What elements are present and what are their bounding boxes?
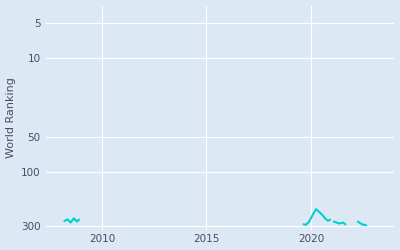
Y-axis label: World Ranking: World Ranking	[6, 77, 16, 158]
